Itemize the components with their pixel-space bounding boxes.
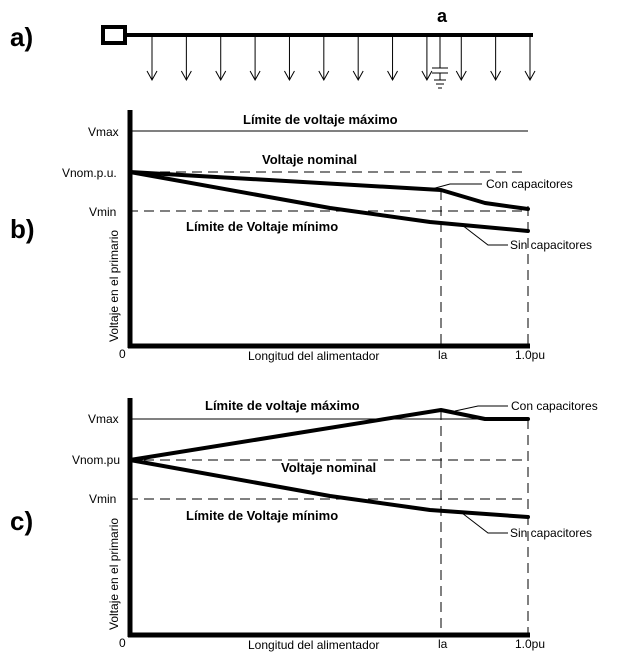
load-arrow-icon (249, 37, 261, 82)
b-ylabel: Voltaje en el primario (107, 230, 121, 342)
c-ylabel: Voltaje en el primario (107, 518, 121, 630)
b-without-caps-leader (461, 224, 508, 246)
load-arrows (146, 37, 536, 82)
c-title-nom: Voltaje nominal (281, 460, 376, 475)
c-with-caps-label: Con capacitores (511, 399, 598, 413)
load-arrow-icon (146, 37, 158, 82)
load-arrow-icon (421, 37, 433, 82)
panel-b-letter: b) (10, 214, 35, 244)
b-end-label: 1.0pu (515, 348, 545, 362)
b-vmax-label: Vmax (88, 125, 119, 139)
c-end-label: 1.0pu (515, 637, 545, 651)
b-title-min: Límite de Voltaje mínimo (186, 219, 338, 234)
b-with-caps-leader (427, 183, 482, 191)
c-without-caps-leader (461, 512, 508, 534)
c-title-min: Límite de Voltaje mínimo (186, 508, 338, 523)
capacitor-symbol (432, 37, 448, 89)
b-without-caps-label: Sin capacitores (510, 238, 592, 252)
load-arrow-icon (215, 37, 227, 82)
load-arrow-icon (318, 37, 330, 82)
c-title-max: Límite de voltaje máximo (205, 398, 360, 413)
load-arrow-icon (180, 37, 192, 82)
panel-c-letter: c) (10, 506, 33, 536)
c-origin-label: 0 (119, 636, 126, 650)
c-vnom-label: Vnom.pu (72, 453, 120, 467)
load-arrow-icon (490, 37, 502, 82)
panel-a-letter: a) (10, 22, 33, 52)
b-la-label: la (438, 348, 448, 362)
b-xlabel: Longitud del alimentador (248, 349, 379, 363)
load-arrow-icon (387, 37, 398, 82)
c-with-caps-leader (454, 405, 508, 412)
load-arrow-icon (455, 37, 467, 82)
b-title-nom: Voltaje nominal (262, 152, 357, 167)
b-vmin-label: Vmin (89, 205, 116, 219)
c-xlabel: Longitud del alimentador (248, 638, 379, 652)
c-la-label: la (438, 637, 448, 651)
substation-source (101, 25, 127, 45)
c-vmin-label: Vmin (89, 492, 116, 506)
b-with-caps-label: Con capacitores (486, 177, 573, 191)
c-without-caps-label: Sin capacitores (510, 526, 592, 540)
b-curve-without-capacitors (128, 170, 530, 233)
c-curve-with-capacitors (128, 408, 530, 462)
b-origin-label: 0 (119, 347, 126, 361)
b-title-max: Límite de voltaje máximo (243, 112, 398, 127)
load-arrow-icon (284, 37, 295, 82)
load-arrow-icon (524, 37, 536, 82)
load-arrow-icon (352, 37, 364, 82)
node-a-label: a (437, 6, 448, 26)
c-curve-without-capacitors (128, 458, 530, 519)
b-curve-with-capacitors (128, 170, 530, 211)
b-vnom-label: Vnom.p.u. (62, 166, 117, 180)
c-vmax-label: Vmax (88, 412, 119, 426)
